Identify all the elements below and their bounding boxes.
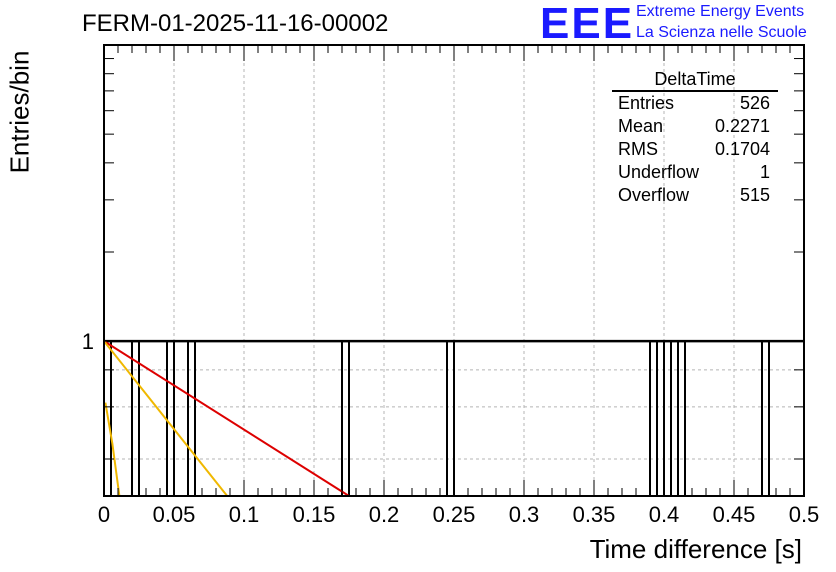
x-tick-label: 0.05: [153, 502, 196, 527]
fit-curve: [103, 340, 350, 497]
x-tick-label: 0.35: [573, 502, 616, 527]
stats-title: DeltaTime: [612, 68, 778, 92]
fit-curve: [103, 340, 228, 497]
x-tick-label: 0.5: [789, 502, 820, 527]
x-tick-label: 0.2: [369, 502, 400, 527]
histogram-bin: [677, 340, 686, 496]
stats-row-underflow: Underflow 1: [612, 161, 778, 184]
x-tick-label: 0.15: [293, 502, 336, 527]
histogram-bin: [131, 340, 140, 496]
stats-row-mean: Mean 0.2271: [612, 115, 778, 138]
histogram-bin: [341, 340, 350, 496]
x-tick-label: 0.3: [509, 502, 540, 527]
histogram-bin: [663, 340, 672, 496]
logo-line-2: La Scienza nelle Scuole: [636, 24, 807, 41]
stats-label: Mean: [618, 116, 664, 136]
eee-logo: EEE: [540, 0, 635, 48]
x-tick-label: 0.25: [433, 502, 476, 527]
stats-value: 0.1704: [714, 139, 770, 159]
stats-value: 0.2271: [714, 116, 770, 136]
x-tick-label: 0.4: [649, 502, 680, 527]
y-tick-label: 1: [82, 329, 94, 354]
fit-curve: [104, 402, 121, 497]
histogram-bin: [761, 340, 770, 496]
histogram-bin: [656, 340, 665, 496]
histogram-bin: [649, 340, 658, 496]
histogram-bin: [187, 340, 196, 496]
stats-value: 526: [739, 93, 770, 113]
stats-label: Entries: [618, 93, 675, 113]
plot-title: FERM-01-2025-11-16-00002: [82, 10, 389, 37]
stats-value: 1: [759, 162, 770, 182]
stats-box: DeltaTime Entries 526 Mean 0.2271 RMS 0.170…: [612, 68, 778, 207]
y-axis-label: Entries/bin: [4, 50, 35, 174]
stats-row-rms: RMS 0.1704: [612, 138, 778, 161]
x-axis-label: Time difference [s]: [589, 534, 802, 564]
x-tick-label: 0.1: [229, 502, 260, 527]
stats-row-overflow: Overflow 515: [612, 184, 778, 207]
stats-label: RMS: [618, 139, 658, 159]
stats-label: Underflow: [618, 162, 700, 182]
histogram-bin: [446, 340, 455, 496]
stats-label: Overflow: [618, 185, 690, 205]
logo-line-1: Extreme Energy Events: [636, 3, 805, 20]
histogram-bin: [166, 340, 175, 496]
x-tick-label: 0: [98, 502, 110, 527]
histogram-bin: [670, 340, 679, 496]
stats-value: 515: [739, 185, 770, 205]
stats-row-entries: Entries 526: [612, 92, 778, 115]
x-tick-label: 0.45: [713, 502, 756, 527]
